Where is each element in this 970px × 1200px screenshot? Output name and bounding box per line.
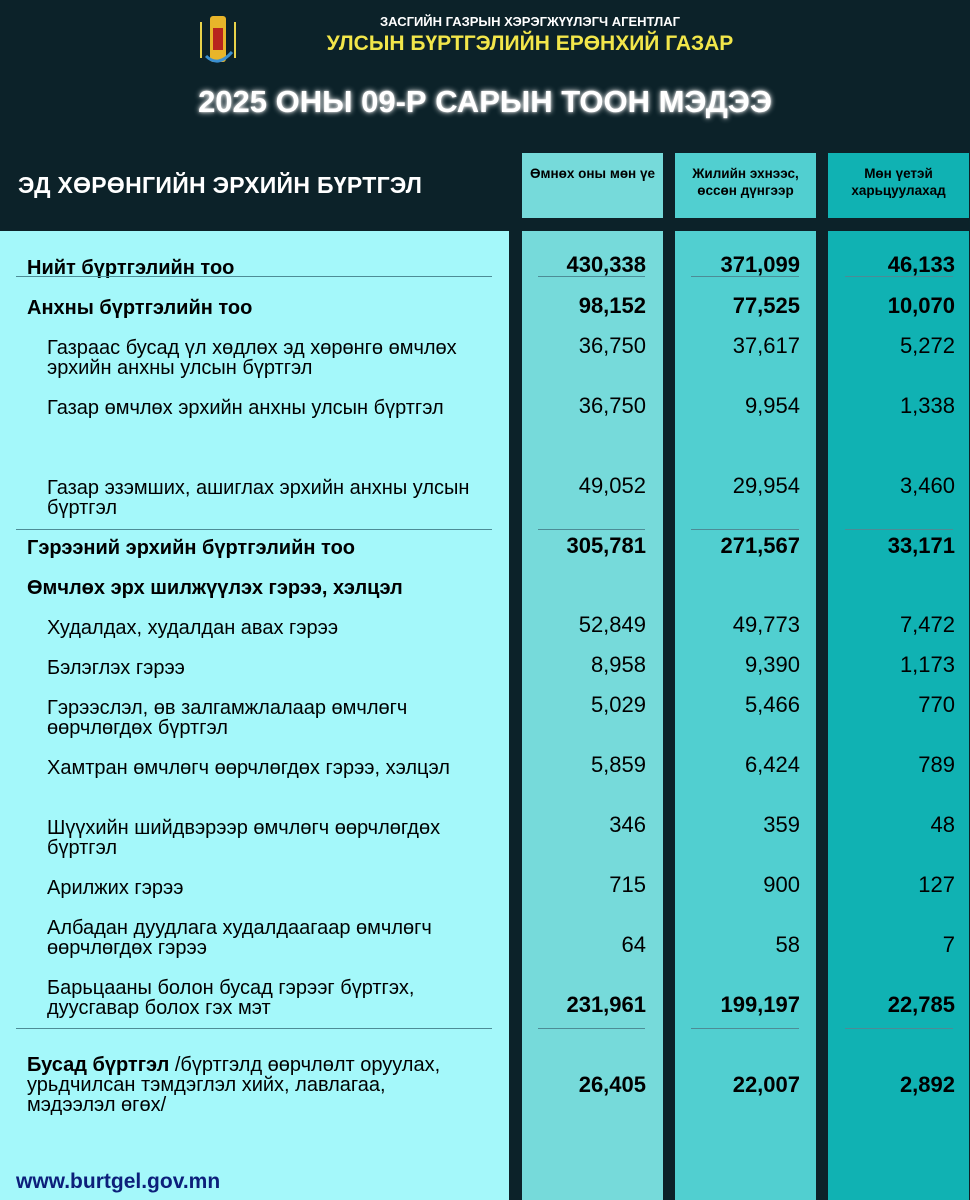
row-label: Нийт бүртгэлийн тоо bbox=[27, 257, 235, 279]
row-value: 33,171 bbox=[887, 533, 955, 558]
column-previous-year bbox=[522, 231, 663, 1200]
row-label: Албадан дуудлага худалдаагаар өмчлөгч өө… bbox=[47, 917, 432, 959]
row-value: 715 bbox=[609, 872, 646, 897]
divider bbox=[691, 276, 799, 277]
row-value: 199,197 bbox=[720, 992, 800, 1017]
row-value: 346 bbox=[609, 812, 646, 837]
row-value: 36,750 bbox=[578, 333, 646, 358]
divider bbox=[845, 529, 953, 530]
row-value: 231,961 bbox=[566, 992, 646, 1017]
row-value: 2,892 bbox=[899, 1072, 955, 1097]
row-value: 271,567 bbox=[720, 533, 800, 558]
row-label: Шүүхийн шийдвэрээр өмчлөгч өөрчлөгдөх бү… bbox=[47, 817, 441, 859]
column-year-to-date bbox=[675, 231, 816, 1200]
row-value: 1,338 bbox=[899, 393, 955, 418]
page-title: 2025 ОНЫ 09-Р САРЫН ТООН МЭДЭЭ bbox=[198, 84, 772, 119]
row-value: 58 bbox=[775, 932, 800, 957]
row-value: 10,070 bbox=[887, 293, 955, 318]
row-value: 5,029 bbox=[590, 692, 646, 717]
column-header-year-to-date: Жилийн эхнээс, өссөн дүнгээр bbox=[675, 153, 816, 218]
divider bbox=[538, 1028, 645, 1029]
website-link[interactable]: www.burtgel.gov.mn bbox=[16, 1170, 221, 1193]
section-title: ЭД ХӨРӨНГИЙН ЭРХИЙН БҮРТГЭЛ bbox=[18, 172, 423, 198]
row-value: 29,954 bbox=[732, 473, 800, 498]
divider bbox=[16, 529, 492, 530]
row-value: 9,954 bbox=[744, 393, 800, 418]
divider bbox=[691, 529, 799, 530]
row-value: 64 bbox=[621, 932, 646, 957]
row-value: 5,466 bbox=[744, 692, 800, 717]
row-label: Гэрээслэл, өв залгамжлалаар өмчлөгч өөрч… bbox=[47, 697, 408, 739]
row-value: 46,133 bbox=[887, 252, 955, 277]
row-value: 430,338 bbox=[566, 252, 646, 277]
divider bbox=[16, 276, 492, 277]
row-value: 98,152 bbox=[578, 293, 646, 318]
row-value: 770 bbox=[918, 692, 955, 717]
divider bbox=[16, 1028, 492, 1029]
emblem-logo bbox=[200, 16, 236, 63]
row-label: Өмчлөх эрх шилжүүлэх гэрээ, хэлцэл bbox=[27, 577, 403, 599]
row-label: Гэрээний эрхийн бүртгэлийн тоо bbox=[27, 537, 355, 559]
row-value: 22,007 bbox=[732, 1072, 800, 1097]
row-value: 7 bbox=[942, 932, 955, 957]
row-value: 48 bbox=[930, 812, 955, 837]
divider bbox=[845, 276, 953, 277]
row-label: Арилжих гэрээ bbox=[47, 877, 184, 899]
column-comparison bbox=[828, 231, 969, 1200]
row-label: Худалдах, худалдан авах гэрээ bbox=[47, 617, 339, 639]
row-label: Бусад бүртгэл /бүртгэлд өөрчлөлт оруулах… bbox=[27, 1055, 477, 1115]
row-value: 7,472 bbox=[899, 612, 955, 637]
row-value: 1,173 bbox=[899, 652, 955, 677]
divider bbox=[538, 276, 645, 277]
row-value: 9,390 bbox=[744, 652, 800, 677]
row-label: Газраас бусад үл хөдлөх эд хөрөнгө өмчлө… bbox=[47, 337, 457, 379]
row-value: 52,849 bbox=[578, 612, 646, 637]
row-label-main: Бусад бүртгэл bbox=[27, 1054, 170, 1076]
row-value: 22,785 bbox=[887, 992, 955, 1017]
row-value: 305,781 bbox=[566, 533, 646, 558]
label-panel bbox=[0, 231, 509, 1200]
row-value: 36,750 bbox=[578, 393, 646, 418]
row-value: 3,460 bbox=[899, 473, 955, 498]
row-value: 127 bbox=[918, 872, 955, 897]
divider bbox=[538, 529, 645, 530]
divider bbox=[691, 1028, 799, 1029]
row-value: 49,773 bbox=[732, 612, 800, 637]
row-value: 5,859 bbox=[590, 752, 646, 777]
row-label: Анхны бүртгэлийн тоо bbox=[27, 297, 253, 319]
row-label: Бэлэглэх гэрээ bbox=[47, 657, 185, 679]
row-value: 37,617 bbox=[732, 333, 800, 358]
organization-name: УЛСЫН БҮРТГЭЛИЙН ЕРӨНХИЙ ГАЗАР bbox=[326, 32, 734, 55]
divider bbox=[845, 1028, 953, 1029]
column-header-previous-year: Өмнөх оны мөн үе bbox=[522, 153, 663, 218]
row-label: Газар өмчлөх эрхийн анхны улсын бүртгэл bbox=[47, 397, 444, 419]
row-label-note: /бүртгэлд өөрчлөлт оруулах, урьдчилсан т… bbox=[27, 1054, 441, 1116]
row-value: 49,052 bbox=[578, 473, 646, 498]
agency-label: ЗАСГИЙН ГАЗРЫН ХЭРЭГЖҮҮЛЭГЧ АГЕНТЛАГ bbox=[379, 14, 681, 29]
row-label: Барьцааны болон бусад гэрээг бүртгэх, ду… bbox=[47, 977, 415, 1019]
row-value: 77,525 bbox=[732, 293, 800, 318]
row-label: Хамтран өмчлөгч өөрчлөгдөх гэрээ, хэлцэл bbox=[47, 757, 450, 779]
row-value: 6,424 bbox=[744, 752, 800, 777]
row-value: 26,405 bbox=[578, 1072, 646, 1097]
row-value: 900 bbox=[763, 872, 800, 897]
row-value: 8,958 bbox=[590, 652, 646, 677]
row-value: 371,099 bbox=[720, 252, 800, 277]
row-label: Газар эзэмших, ашиглах эрхийн анхны улсы… bbox=[47, 477, 470, 519]
column-header-comparison: Мөн үетэй харьцуулахад bbox=[828, 153, 969, 218]
row-value: 789 bbox=[918, 752, 955, 777]
row-value: 5,272 bbox=[899, 333, 955, 358]
row-value: 359 bbox=[763, 812, 800, 837]
